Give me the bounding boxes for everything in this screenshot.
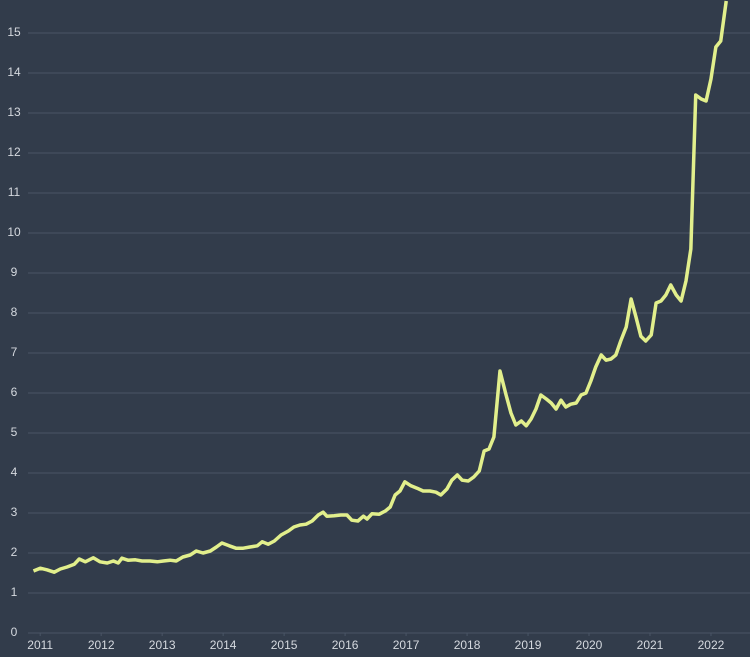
y-tick-label: 4 xyxy=(11,465,18,479)
x-tick-label: 2019 xyxy=(515,638,542,652)
y-tick-label: 5 xyxy=(11,425,18,439)
x-tick-label: 2018 xyxy=(454,638,481,652)
y-tick-label: 1 xyxy=(11,585,18,599)
x-tick-label: 2015 xyxy=(271,638,298,652)
x-tick-label: 2021 xyxy=(637,638,664,652)
y-tick-label: 14 xyxy=(7,65,21,79)
y-tick-label: 7 xyxy=(11,345,18,359)
x-tick-label: 2014 xyxy=(210,638,237,652)
x-tick-label: 2011 xyxy=(27,638,53,652)
x-tick-label: 2012 xyxy=(88,638,115,652)
y-tick-label: 8 xyxy=(11,305,18,319)
y-tick-label: 0 xyxy=(11,625,18,639)
y-tick-label: 12 xyxy=(7,145,21,159)
x-tick-label: 2016 xyxy=(332,638,359,652)
y-tick-label: 10 xyxy=(7,225,21,239)
x-tick-label: 2017 xyxy=(393,638,420,652)
x-tick-label: 2013 xyxy=(149,638,176,652)
y-tick-label: 2 xyxy=(11,545,18,559)
y-tick-label: 13 xyxy=(7,105,21,119)
y-tick-label: 6 xyxy=(11,385,18,399)
y-tick-label: 9 xyxy=(11,265,18,279)
y-tick-label: 15 xyxy=(7,25,21,39)
x-tick-label: 2020 xyxy=(576,638,603,652)
data-line xyxy=(32,0,728,574)
y-tick-label: 11 xyxy=(8,185,21,199)
x-tick-label: 2022 xyxy=(698,638,725,652)
y-tick-label: 3 xyxy=(11,505,18,519)
